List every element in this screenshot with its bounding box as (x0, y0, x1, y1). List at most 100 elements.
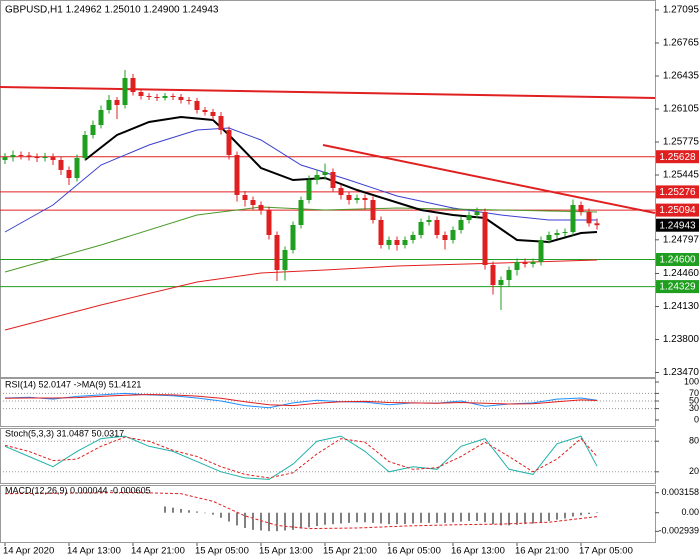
candle-body (426, 220, 432, 222)
histogram-bar (396, 512, 398, 525)
histogram-bar (588, 512, 590, 514)
level-label: 1.25276 (659, 187, 696, 198)
candle-body (154, 97, 160, 98)
candle-body (466, 215, 472, 220)
level-label-box (656, 150, 699, 164)
candle-body (418, 222, 424, 235)
y-tick-label: 1.25775 (663, 137, 700, 148)
histogram-bar (524, 512, 526, 525)
candle-body (586, 212, 592, 224)
candle-body (2, 157, 8, 160)
histogram-bar (412, 512, 414, 524)
candle-body (490, 265, 496, 285)
histogram-bar (404, 512, 406, 525)
candle-body (386, 240, 392, 245)
histogram-bar (212, 512, 214, 515)
y-tick-label: 1.23470 (663, 367, 700, 378)
candle-body (210, 112, 216, 116)
histogram-bar (188, 510, 190, 513)
y-tick-label: 0 (694, 414, 699, 424)
candle-body (138, 92, 144, 96)
histogram-bar (452, 512, 454, 523)
x-tick-label: 17 Apr 05:00 (579, 546, 633, 557)
histogram-bar (508, 512, 510, 526)
histogram-bar (220, 512, 222, 518)
level-label-box (656, 280, 699, 294)
candle-body (506, 270, 512, 280)
x-tick-label: 16 Apr 05:00 (387, 546, 441, 557)
candle-body (266, 210, 272, 235)
y-tick-label: 1.26105 (663, 104, 700, 115)
candle-body (578, 205, 584, 212)
candle-body (482, 212, 488, 265)
candle-body (554, 233, 560, 235)
candle-body (106, 100, 112, 110)
histogram-bar (372, 512, 374, 523)
candle-body (410, 235, 416, 240)
histogram-bar (492, 512, 494, 525)
candle-body (338, 188, 344, 195)
y-tick-label: 1.24130 (663, 301, 700, 312)
histogram-bar (284, 512, 286, 531)
candle-body (378, 220, 384, 245)
rsi-panel-frame (0, 378, 656, 427)
candle-body (330, 172, 336, 188)
candle-body (562, 232, 568, 233)
candle-body (290, 225, 296, 250)
histogram-bar (324, 512, 326, 525)
x-tick-label: 14 Apr 13:00 (67, 546, 121, 557)
histogram-bar (516, 512, 518, 525)
candle-body (594, 223, 600, 226)
candle-body (178, 97, 184, 100)
candle-body (258, 205, 264, 210)
level-label: 1.25628 (659, 152, 696, 163)
candle-body (18, 155, 24, 156)
candle-body (74, 158, 80, 178)
histogram-bar (236, 512, 238, 526)
last-price-label: 1.24943 (659, 220, 696, 231)
candle-body (362, 198, 368, 200)
histogram-bar (532, 512, 534, 524)
candle-body (442, 235, 448, 240)
histogram-bar (172, 507, 174, 513)
histogram-bar (444, 512, 446, 523)
histogram-bar (252, 512, 254, 530)
histogram-bar (308, 512, 310, 528)
candle-body (146, 96, 152, 97)
histogram-bar (556, 512, 558, 520)
x-tick-label: 15 Apr 05:00 (195, 546, 249, 557)
candle-body (394, 240, 400, 245)
level-label: 1.24600 (659, 255, 696, 266)
macd-panel-frame (0, 485, 656, 543)
y-tick-label: 20 (689, 466, 699, 476)
stoch-panel-frame (0, 428, 656, 484)
panel-title: GBPUSD,H1 1.24962 1.25010 1.24900 1.2494… (5, 5, 219, 16)
histogram-bar (380, 512, 382, 524)
candle-body (82, 135, 88, 158)
candle-body (522, 262, 528, 264)
moving-average (84, 115, 598, 244)
candle-body (234, 155, 240, 195)
panel-title: MACD(12,26,9) 0.000044 -0.000605 (5, 485, 151, 495)
candle-body (50, 157, 56, 160)
histogram-bar (164, 506, 166, 513)
candle-body (170, 96, 176, 97)
y-tick-label: 80 (689, 436, 699, 446)
histogram-bar (300, 512, 302, 529)
histogram-bar (268, 512, 270, 532)
level-label-box (656, 185, 699, 199)
histogram-bar (540, 512, 542, 523)
trend-line (0, 86, 656, 99)
histogram-bar (548, 512, 550, 521)
candle-body (90, 125, 96, 135)
candle-body (354, 198, 360, 200)
candle-body (370, 200, 376, 220)
histogram-bar (388, 512, 390, 525)
indicator-line (4, 393, 598, 407)
panel-title: RSI(14) 52.0147 ->MA(9) 51.4121 (5, 379, 141, 389)
candle-body (186, 100, 192, 101)
candle-body (570, 205, 576, 232)
moving-average (4, 206, 598, 273)
